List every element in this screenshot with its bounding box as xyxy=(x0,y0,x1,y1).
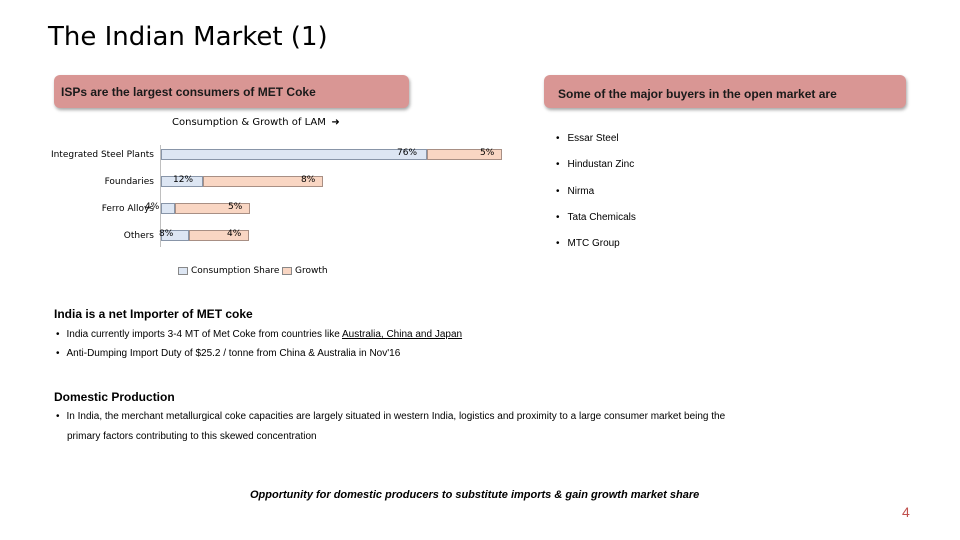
buyer-item: • Nirma xyxy=(556,186,595,197)
opportunity-tagline: Opportunity for domestic producers to su… xyxy=(250,489,700,501)
category-label-integrated-steel: Integrated Steel Plants xyxy=(50,150,154,160)
major-buyers-banner: Some of the major buyers in the open mar… xyxy=(544,75,906,108)
net-importer-heading: India is a net Importer of MET coke xyxy=(54,307,253,321)
isp-consumers-banner: ISPs are the largest consumers of MET Co… xyxy=(54,75,409,108)
slide-title: The Indian Market (1) xyxy=(48,22,328,52)
bar-growth-3 xyxy=(189,230,249,241)
countries-link[interactable]: Australia, China and Japan xyxy=(341,329,463,340)
buyer-item: • Hindustan Zinc xyxy=(556,159,635,170)
buyer-item: • MTC Group xyxy=(556,238,620,249)
legend-swatch-growth xyxy=(282,266,292,275)
legend-growth: Growth xyxy=(282,266,328,276)
category-label-foundaries: Foundaries xyxy=(104,177,154,187)
isp-consumers-text: ISPs are the largest consumers of MET Co… xyxy=(61,85,316,99)
category-label-others: Others xyxy=(123,231,154,241)
data-label-growth-0: 5% xyxy=(480,148,495,158)
bar-share-2 xyxy=(161,203,175,214)
domestic-production-heading: Domestic Production xyxy=(54,390,175,404)
buyer-item: • Essar Steel xyxy=(556,133,619,144)
anti-dumping-bullet: • Anti-Dumping Import Duty of $25.2 / ton… xyxy=(56,348,401,359)
legend-consumption-share: Consumption Share xyxy=(178,266,279,276)
arrow-right-icon: ➜ xyxy=(327,117,340,128)
bar-share-3 xyxy=(161,230,189,241)
chart-axis xyxy=(160,145,161,247)
bar-share-1 xyxy=(161,176,203,187)
domestic-bullet: • In India, the merchant metallurgical co… xyxy=(56,411,726,422)
data-label-share-0: 76% xyxy=(397,148,418,158)
page-number: 4 xyxy=(902,504,910,520)
imports-bullet: • India currently imports 3-4 MT of Met C… xyxy=(56,329,463,340)
buyer-item: • Tata Chemicals xyxy=(556,212,636,223)
data-label-growth-3: 4% xyxy=(227,229,242,239)
category-label-ferro-alloys: Ferro Alloys xyxy=(101,204,154,214)
bar-share-0 xyxy=(161,149,427,160)
bar-growth-0 xyxy=(427,149,502,160)
chart-title: Consumption & Growth of LAM ➜ xyxy=(172,117,340,128)
bar-growth-2 xyxy=(175,203,250,214)
domestic-bullet-continued: primary factors contributing to this ske… xyxy=(67,431,317,442)
data-label-share-1: 12% xyxy=(173,175,194,185)
bar-growth-1 xyxy=(203,176,323,187)
data-label-growth-1: 8% xyxy=(301,175,316,185)
legend-swatch-share xyxy=(178,266,188,275)
data-label-share-2: 4% xyxy=(145,202,160,212)
major-buyers-text: Some of the major buyers in the open mar… xyxy=(558,87,837,101)
data-label-share-3: 8% xyxy=(159,229,174,239)
data-label-growth-2: 5% xyxy=(228,202,243,212)
